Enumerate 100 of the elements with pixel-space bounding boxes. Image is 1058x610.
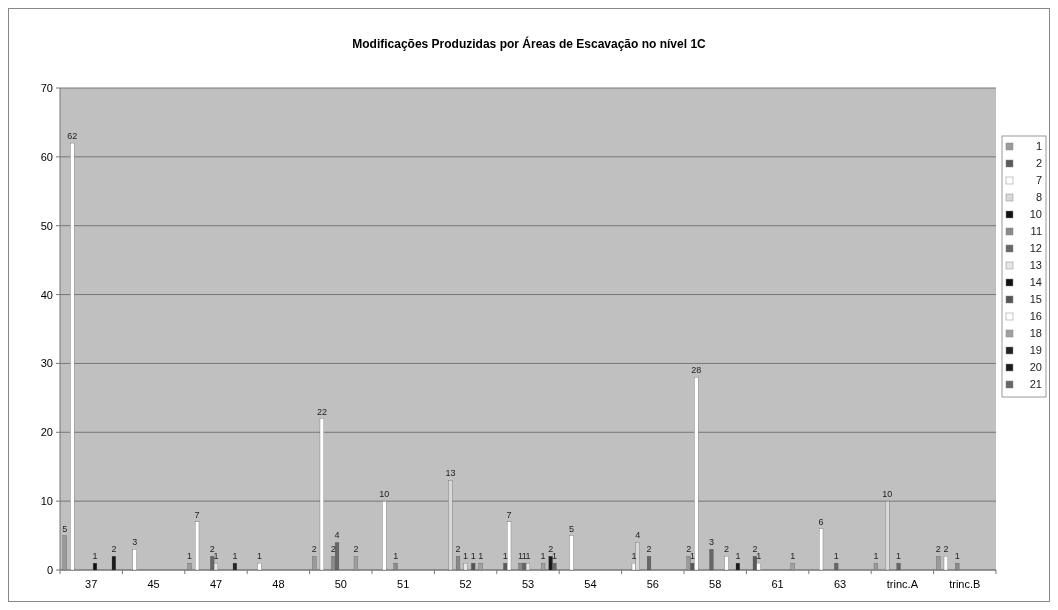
y-tick-label: 60 xyxy=(40,150,53,163)
data-label: 4 xyxy=(334,530,340,541)
bar xyxy=(686,556,691,571)
data-label: 1 xyxy=(393,551,399,562)
x-tick-label: 58 xyxy=(709,578,722,590)
legend-label: 21 xyxy=(1029,378,1042,390)
x-tick-label: 63 xyxy=(833,578,847,590)
bar xyxy=(92,562,98,571)
legend-label: 10 xyxy=(1029,208,1042,220)
bar xyxy=(353,556,358,571)
x-tick-label: 51 xyxy=(397,578,410,590)
bar xyxy=(132,549,137,571)
data-label: 1 xyxy=(470,551,476,562)
bar xyxy=(896,562,901,571)
bar xyxy=(694,377,699,571)
x-tick-label: 53 xyxy=(521,578,535,590)
legend-label: 13 xyxy=(1029,259,1042,271)
bar xyxy=(70,142,75,571)
bar xyxy=(62,535,67,571)
data-label: 1 xyxy=(954,551,960,562)
data-label: 10 xyxy=(882,489,893,500)
data-label: 1 xyxy=(517,551,523,562)
data-label: 13 xyxy=(445,468,456,479)
data-label: 1 xyxy=(833,551,839,562)
x-tick-label: trinc.A xyxy=(886,578,919,590)
data-label: 3 xyxy=(708,537,714,548)
data-label: 3 xyxy=(132,537,138,548)
legend-label: 1 xyxy=(1035,140,1042,152)
data-label: 1 xyxy=(502,551,508,562)
y-tick-label: 30 xyxy=(40,357,53,370)
bar xyxy=(834,562,839,571)
data-label: 6 xyxy=(818,516,824,527)
x-tick-label: 47 xyxy=(209,578,223,590)
bar xyxy=(456,556,461,571)
data-label: 1 xyxy=(690,551,696,562)
bar xyxy=(471,562,476,571)
data-label: 2 xyxy=(724,544,730,555)
bar xyxy=(569,535,574,571)
data-label: 1 xyxy=(463,551,469,562)
bar xyxy=(548,556,553,571)
data-label: 1 xyxy=(92,551,98,562)
data-label: 1 xyxy=(478,551,484,562)
bar xyxy=(525,562,531,571)
bar xyxy=(819,528,824,571)
x-tick-label: trinc.B xyxy=(949,578,981,590)
data-label: 62 xyxy=(67,131,78,142)
data-label: 4 xyxy=(635,530,641,541)
data-label: 1 xyxy=(735,551,741,562)
y-tick-label: 50 xyxy=(40,219,53,232)
bar xyxy=(393,562,398,571)
bar xyxy=(936,556,941,571)
bar xyxy=(111,556,116,571)
x-tick-label: 61 xyxy=(771,578,784,590)
y-tick-label: 10 xyxy=(40,495,53,508)
legend-label: 19 xyxy=(1029,344,1042,356)
data-label: 1 xyxy=(756,551,762,562)
data-label: 5 xyxy=(568,523,574,534)
y-tick-label: 20 xyxy=(40,426,53,439)
x-tick-label: 56 xyxy=(646,578,659,590)
bar xyxy=(724,556,729,571)
bar xyxy=(507,521,512,571)
data-label: 2 xyxy=(353,544,359,555)
data-label: 1 xyxy=(256,551,262,562)
bar xyxy=(522,562,527,571)
data-label: 1 xyxy=(525,551,531,562)
data-label: 22 xyxy=(316,406,327,417)
bar xyxy=(518,562,523,571)
bar xyxy=(790,562,795,571)
bar xyxy=(232,562,237,571)
data-label: 2 xyxy=(455,544,461,555)
data-label: 2 xyxy=(943,544,949,555)
legend-label: 8 xyxy=(1035,191,1042,203)
x-tick-label: 37 xyxy=(85,578,98,590)
x-tick-label: 50 xyxy=(334,578,347,590)
legend-label: 20 xyxy=(1029,361,1042,373)
bar xyxy=(257,562,262,571)
data-label: 2 xyxy=(311,544,317,555)
data-label: 1 xyxy=(540,551,546,562)
data-label: 1 xyxy=(790,551,796,562)
legend-label: 15 xyxy=(1029,293,1042,305)
data-label: 7 xyxy=(506,509,512,520)
bar xyxy=(448,480,453,571)
bar xyxy=(735,562,740,571)
y-tick-label: 70 xyxy=(40,82,53,94)
x-tick-label: 45 xyxy=(147,578,160,590)
bar xyxy=(319,418,324,571)
x-tick-label: 52 xyxy=(459,578,472,590)
legend-label: 11 xyxy=(1030,225,1042,237)
bar xyxy=(187,562,192,571)
data-label: 1 xyxy=(873,551,879,562)
bar xyxy=(195,521,200,571)
bar xyxy=(478,562,483,571)
x-tick-label: 48 xyxy=(272,578,285,590)
y-tick-label: 40 xyxy=(40,288,53,301)
bar xyxy=(885,500,890,571)
data-label: 1 xyxy=(896,551,902,562)
legend-label: 18 xyxy=(1029,327,1042,339)
bar xyxy=(312,556,317,571)
bar xyxy=(382,500,387,571)
bar xyxy=(709,549,714,571)
